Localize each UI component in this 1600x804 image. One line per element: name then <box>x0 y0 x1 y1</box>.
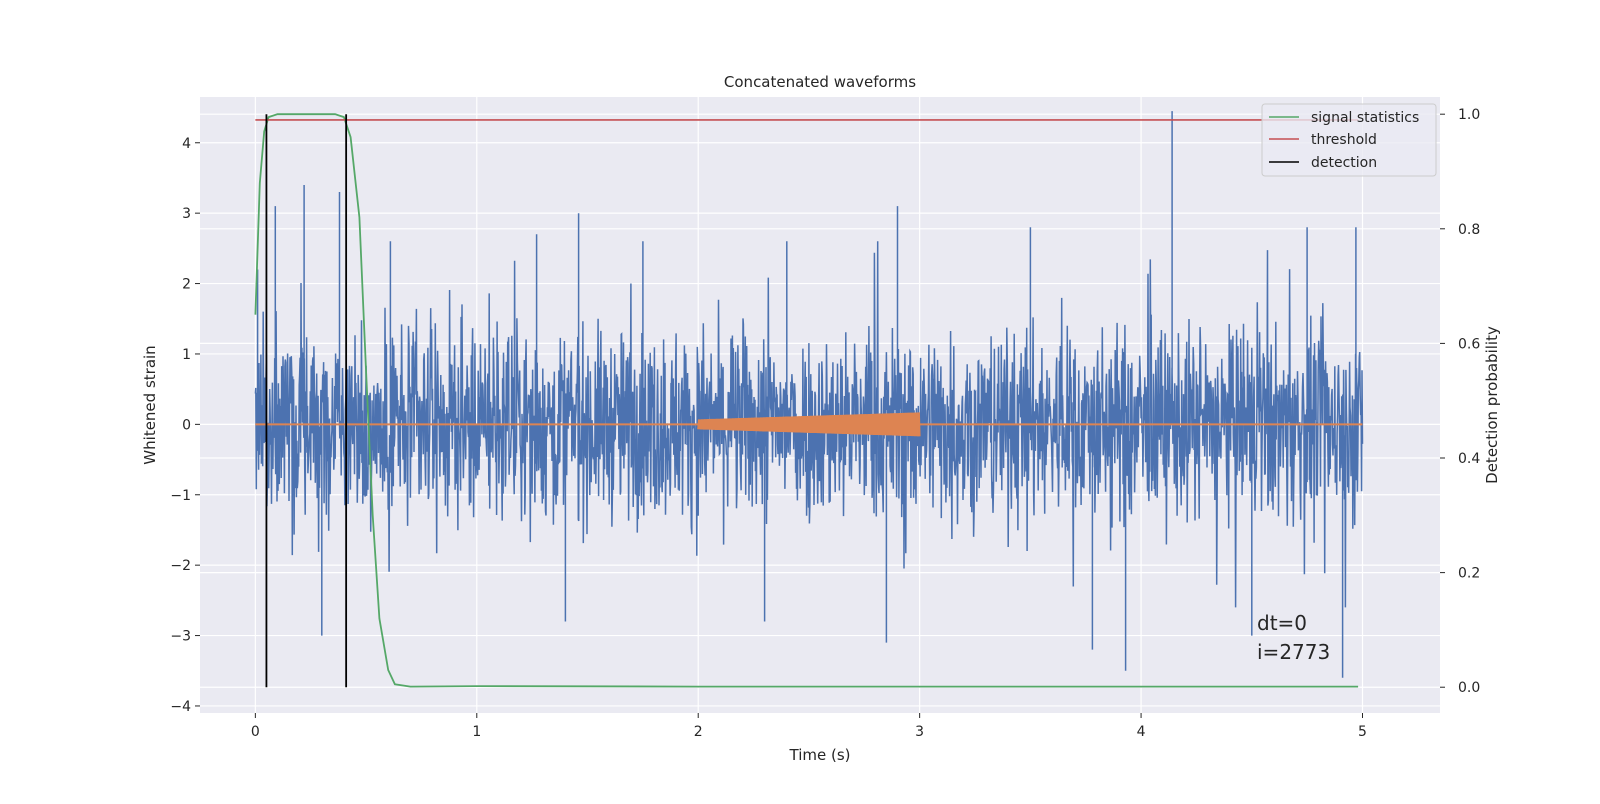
x-tick-label-0: 0 <box>251 724 260 740</box>
x-tick-label-5: 5 <box>1358 724 1367 740</box>
x-tick-label-3: 3 <box>915 724 924 740</box>
y-axis-label-right: Detection probability <box>1483 326 1501 484</box>
strain-series <box>254 111 1364 678</box>
y-right-tick-label-5: 1.0 <box>1458 107 1480 123</box>
axes: 0 1 2 3 4 5 −4 −3 −2 −1 0 1 2 3 4 0.0 0.2 0.4 0.6 0.8 1.0 <box>170 107 1480 740</box>
legend-box <box>1261 103 1437 177</box>
y-tick-label-5: 1 <box>182 347 191 363</box>
y-right-tick-label-0: 0.0 <box>1458 680 1480 696</box>
y-right-tick-label-2: 0.4 <box>1458 451 1480 467</box>
x-tick-label-1: 1 <box>472 724 481 740</box>
legend-label-threshold: threshold <box>1311 132 1377 148</box>
y-right-tick-label-1: 0.2 <box>1458 566 1480 582</box>
injected-signal-chirp <box>697 412 921 437</box>
signal-statistics-line <box>254 113 1359 688</box>
y-axis-label: Whitened strain <box>141 345 159 464</box>
strain-trace <box>254 111 1364 678</box>
y-tick-label-2: −2 <box>170 558 191 574</box>
y-tick-label-0: −4 <box>170 699 191 715</box>
y-tick-label-3: −1 <box>170 488 191 504</box>
y-tick-label-1: −3 <box>170 629 191 645</box>
x-axis-label: Time (s) <box>789 746 851 764</box>
legend-label-signal-statistics: signal statistics <box>1311 110 1419 126</box>
legend: signal statistics threshold detection <box>1261 103 1437 177</box>
annotation-index: i=2773 <box>1257 640 1330 664</box>
y-tick-label-7: 3 <box>182 206 191 222</box>
y-right-tick-label-3: 0.6 <box>1458 336 1480 352</box>
injected-signal-series <box>255 412 1363 437</box>
signal-statistics-series <box>254 113 1359 688</box>
annotation-dt: dt=0 <box>1257 611 1307 635</box>
y-tick-label-8: 4 <box>182 136 191 152</box>
chart-title: Concatenated waveforms <box>724 73 916 91</box>
detection-lines <box>265 114 348 688</box>
x-tick-label-4: 4 <box>1137 724 1146 740</box>
y-right-tick-label-4: 0.8 <box>1458 222 1480 238</box>
x-tick-label-2: 2 <box>694 724 703 740</box>
y-tick-label-6: 2 <box>182 277 191 293</box>
legend-label-detection: detection <box>1311 155 1377 171</box>
y-tick-label-4: 0 <box>182 417 191 433</box>
